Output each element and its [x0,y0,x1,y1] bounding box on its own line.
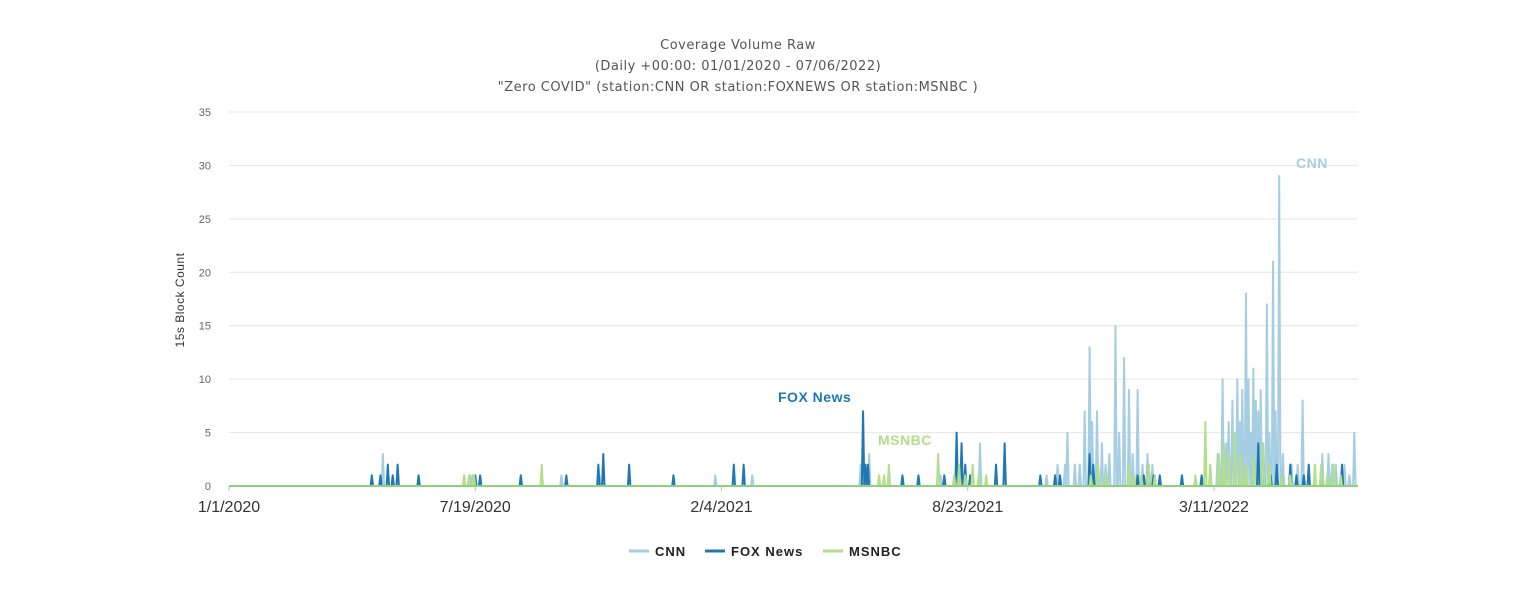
y-tick-label-25: 25 [199,214,211,226]
x-axis-ticks: 1/1/2020 7/19/2020 2/4/2021 8/23/2021 3/11/2… [198,486,1249,516]
y-tick-label-10: 10 [199,374,211,386]
series-annotations: CNN FOX News MSNBC [778,155,1328,448]
chart-title-line-1: Coverage Volume Raw [660,38,816,53]
series-line-cnn [229,175,1358,487]
chart-title: Coverage Volume Raw (Daily +00:00: 01/01… [498,38,978,95]
x-tick-label-2: 2/4/2021 [690,499,752,516]
annotation-cnn: CNN [1296,155,1328,171]
legend[interactable]: CNN FOX News MSNBC [629,544,902,559]
legend-label-cnn: CNN [655,544,686,559]
y-tick-label-30: 30 [199,160,211,172]
legend-label-fox-news: FOX News [731,544,803,559]
y-tick-label-35: 35 [199,107,211,119]
y-tick-label-0: 0 [205,481,211,493]
x-tick-label-1: 7/19/2020 [440,499,511,516]
x-tick-label-4: 3/11/2022 [1179,499,1249,516]
y-tick-label-5: 5 [205,428,211,440]
annotation-fox-news: FOX News [778,389,851,405]
y-tick-label-20: 20 [199,267,211,279]
y-axis-ticks: 0 5 10 15 20 25 30 35 [199,107,211,493]
legend-item-cnn[interactable]: CNN [629,544,686,559]
x-tick-label-3: 8/23/2021 [932,499,1003,516]
y-tick-label-15: 15 [199,321,211,333]
series-line-fox-news [229,410,1358,487]
legend-item-fox-news[interactable]: FOX News [705,544,803,559]
legend-label-msnbc: MSNBC [849,544,902,559]
x-tick-label-0: 1/1/2020 [198,499,260,516]
chart-title-line-2: (Daily +00:00: 01/01/2020 - 07/06/2022) [595,59,881,74]
legend-item-msnbc[interactable]: MSNBC [823,544,902,559]
annotation-msnbc: MSNBC [878,432,932,448]
series-lines [229,175,1358,487]
gridlines [229,111,1358,434]
y-axis-title: 15s Block Count [173,252,187,347]
chart-title-line-3: "Zero COVID" (station:CNN OR station:FOX… [498,80,978,95]
